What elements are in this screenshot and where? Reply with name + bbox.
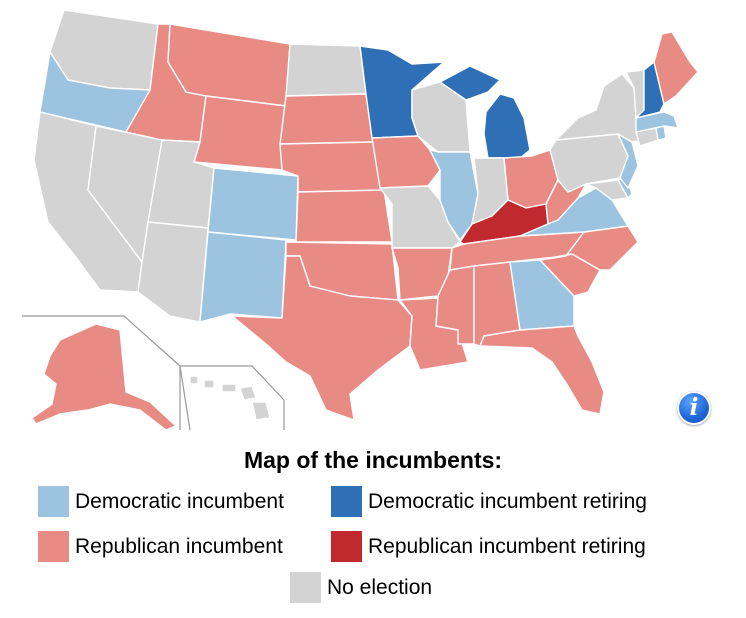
- legend-label: Republican incumbent: [75, 534, 283, 558]
- swatch-rep-retiring: [331, 531, 362, 562]
- swatch-dem-incumbent: [38, 486, 69, 517]
- state-va[interactable]: [519, 187, 629, 237]
- legend-item-no-election: No election: [290, 572, 432, 603]
- state-md[interactable]: [585, 179, 629, 201]
- info-icon[interactable]: i: [677, 391, 711, 425]
- state-mi[interactable]: [439, 65, 501, 101]
- state-co[interactable]: [207, 167, 299, 241]
- state-hi-5[interactable]: [251, 401, 271, 421]
- state-hi-2[interactable]: [203, 379, 215, 389]
- swatch-rep-incumbent: [38, 531, 69, 562]
- legend-label: Democratic incumbent retiring: [368, 489, 647, 513]
- state-tx[interactable]: [231, 255, 413, 421]
- state-ma[interactable]: [635, 111, 679, 133]
- state-ak[interactable]: [31, 323, 177, 431]
- swatch-dem-retiring: [331, 486, 362, 517]
- state-ga[interactable]: [509, 259, 575, 331]
- state-ks[interactable]: [295, 189, 393, 243]
- state-hi-1[interactable]: [189, 375, 199, 385]
- state-ny[interactable]: [555, 73, 645, 143]
- legend-item-dem-retiring: Democratic incumbent retiring: [331, 486, 647, 517]
- state-az[interactable]: [137, 221, 209, 323]
- state-sd[interactable]: [279, 93, 375, 145]
- state-nd[interactable]: [285, 43, 367, 97]
- state-mi-lower[interactable]: [483, 93, 531, 159]
- state-il[interactable]: [429, 149, 479, 241]
- legend-label: No election: [327, 575, 433, 599]
- legend-item-rep-retiring: Republican incumbent retiring: [331, 531, 646, 562]
- state-me[interactable]: [653, 31, 699, 105]
- legend-item-rep-incumbent: Republican incumbent: [38, 531, 283, 562]
- us-map: i: [22, 9, 711, 431]
- state-fl[interactable]: [479, 325, 605, 415]
- swatch-no-election: [290, 572, 321, 603]
- legend-label: Democratic incumbent: [75, 489, 284, 513]
- legend-label: Republican incumbent retiring: [368, 534, 646, 558]
- legend-item-dem-incumbent: Democratic incumbent: [38, 486, 284, 517]
- legend-title: Map of the incumbents:: [243, 447, 503, 473]
- us-map-svg: [22, 9, 699, 431]
- inset-border: [22, 315, 285, 431]
- state-wy[interactable]: [193, 95, 287, 171]
- state-hi-3[interactable]: [221, 383, 237, 393]
- state-nm[interactable]: [199, 231, 287, 323]
- state-hi-4[interactable]: [239, 385, 257, 401]
